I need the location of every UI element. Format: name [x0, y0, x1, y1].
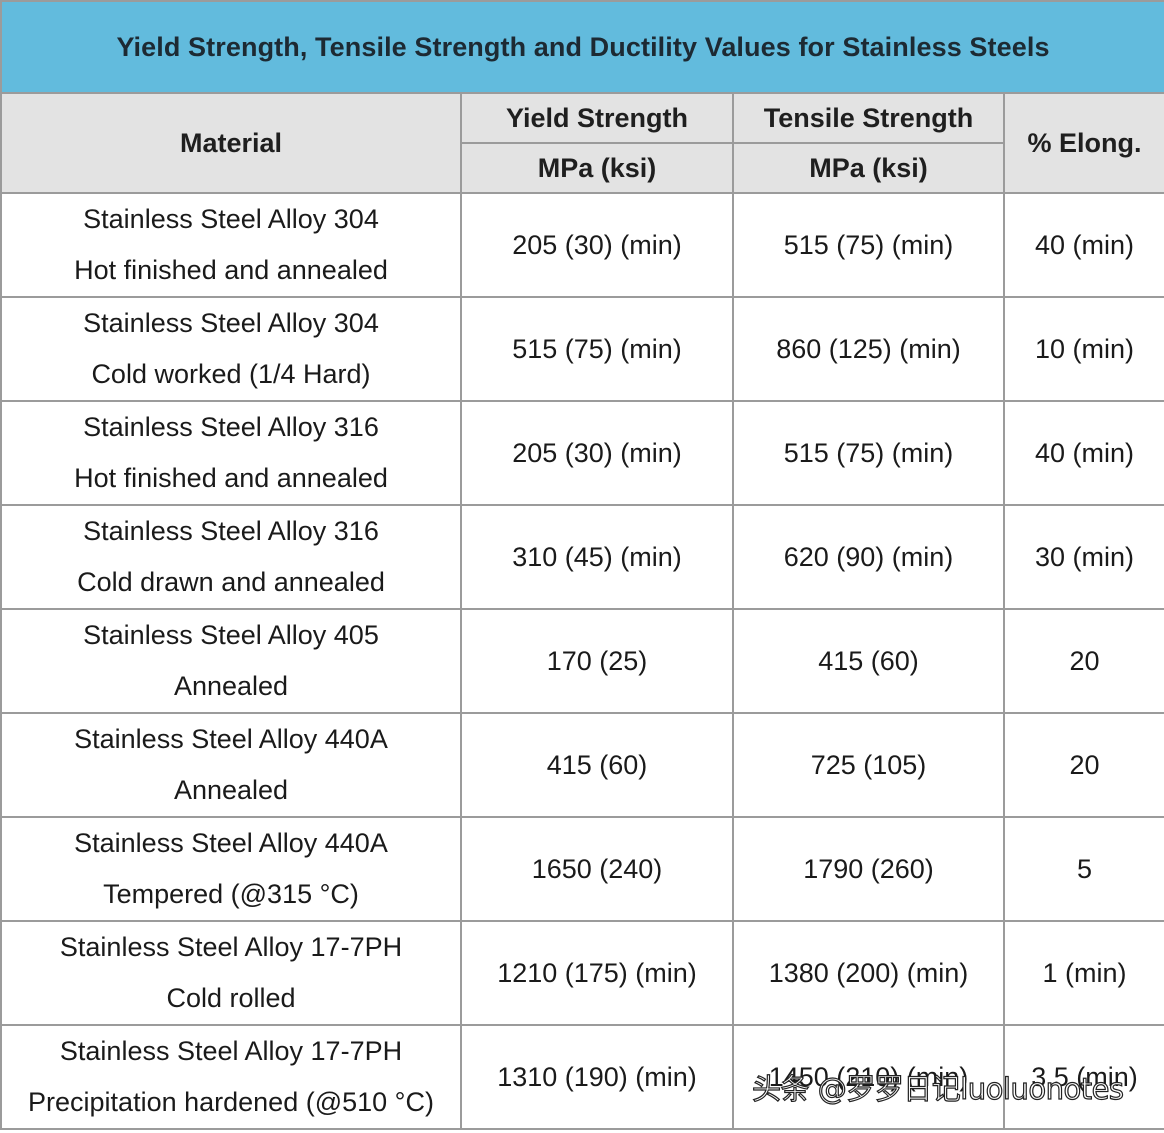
tensile-cell: 515 (75) (min) [732, 192, 1005, 298]
yield-cell: 205 (30) (min) [460, 192, 734, 298]
table-row: Stainless Steel Alloy 440A Annealed 415 (… [0, 712, 1164, 818]
material-name: Stainless Steel Alloy 17-7PH [59, 1036, 403, 1066]
material-condition: Annealed [173, 775, 289, 805]
tensile-cell: 725 (105) [732, 712, 1005, 818]
material-name: Stainless Steel Alloy 304 [83, 308, 379, 338]
table-row: Stainless Steel Alloy 17-7PH Cold rolled … [0, 920, 1164, 1026]
material-cell: Stainless Steel Alloy 405 Annealed [0, 608, 462, 714]
table-row: Stainless Steel Alloy 405 Annealed 170 (2… [0, 608, 1164, 714]
yield-cell: 515 (75) (min) [460, 296, 734, 402]
elong-cell: 30 (min) [1003, 504, 1164, 610]
tensile-cell: 415 (60) [732, 608, 1005, 714]
material-name: Stainless Steel Alloy 17-7PH [59, 932, 403, 962]
tensile-cell: 620 (90) (min) [732, 504, 1005, 610]
yield-cell: 1310 (190) (min) [460, 1024, 734, 1130]
table-title: Yield Strength, Tensile Strength and Duc… [0, 0, 1164, 94]
material-condition: Hot finished and annealed [74, 255, 388, 285]
table-row: Stainless Steel Alloy 17-7PH Precipitatio… [0, 1024, 1164, 1130]
table-row: Stainless Steel Alloy 304 Cold worked (1/… [0, 296, 1164, 402]
table-row: Stainless Steel Alloy 440A Tempered (@315… [0, 816, 1164, 922]
material-condition: Cold rolled [166, 983, 296, 1013]
tensile-cell: 515 (75) (min) [732, 400, 1005, 506]
header-tensile-unit: MPa (ksi) [732, 142, 1005, 194]
material-cell: Stainless Steel Alloy 17-7PH Precipitatio… [0, 1024, 462, 1130]
material-cell: Stainless Steel Alloy 440A Annealed [0, 712, 462, 818]
elong-cell: 40 (min) [1003, 192, 1164, 298]
material-name: Stainless Steel Alloy 304 [83, 204, 379, 234]
material-name: Stainless Steel Alloy 440A [74, 828, 388, 858]
tensile-cell: 860 (125) (min) [732, 296, 1005, 402]
material-name: Stainless Steel Alloy 316 [83, 516, 379, 546]
material-condition: Tempered (@315 °C) [103, 879, 359, 909]
tensile-cell: 1380 (200) (min) [732, 920, 1005, 1026]
elong-cell: 10 (min) [1003, 296, 1164, 402]
header-tensile-strength: Tensile Strength [732, 92, 1005, 144]
material-cell: Stainless Steel Alloy 304 Hot finished an… [0, 192, 462, 298]
yield-cell: 205 (30) (min) [460, 400, 734, 506]
elong-cell: 20 [1003, 608, 1164, 714]
elong-cell: 1 (min) [1003, 920, 1164, 1026]
material-cell: Stainless Steel Alloy 440A Tempered (@315… [0, 816, 462, 922]
material-cell: Stainless Steel Alloy 316 Hot finished an… [0, 400, 462, 506]
header-yield-strength: Yield Strength [460, 92, 734, 144]
material-cell: Stainless Steel Alloy 17-7PH Cold rolled [0, 920, 462, 1026]
material-condition: Hot finished and annealed [74, 463, 388, 493]
material-condition: Precipitation hardened (@510 °C) [28, 1087, 434, 1117]
elong-cell: 3.5 (min) [1003, 1024, 1164, 1130]
material-cell: Stainless Steel Alloy 304 Cold worked (1/… [0, 296, 462, 402]
material-name: Stainless Steel Alloy 405 [83, 620, 379, 650]
elong-cell: 20 [1003, 712, 1164, 818]
yield-cell: 1650 (240) [460, 816, 734, 922]
header-elongation: % Elong. [1003, 92, 1164, 194]
tensile-cell: 1450 (210) (min) [732, 1024, 1005, 1130]
material-name: Stainless Steel Alloy 440A [74, 724, 388, 754]
table-row: Stainless Steel Alloy 316 Hot finished an… [0, 400, 1164, 506]
yield-cell: 415 (60) [460, 712, 734, 818]
watermark-text: 头条 @罗罗日记luoluonotes [751, 1071, 1124, 1106]
header-material: Material [0, 92, 462, 194]
material-cell: Stainless Steel Alloy 316 Cold drawn and … [0, 504, 462, 610]
header-yield-unit: MPa (ksi) [460, 142, 734, 194]
table-row: Stainless Steel Alloy 316 Cold drawn and … [0, 504, 1164, 610]
yield-cell: 310 (45) (min) [460, 504, 734, 610]
yield-cell: 170 (25) [460, 608, 734, 714]
tensile-cell: 1790 (260) [732, 816, 1005, 922]
elong-cell: 5 [1003, 816, 1164, 922]
material-name: Stainless Steel Alloy 316 [83, 412, 379, 442]
elong-cell: 40 (min) [1003, 400, 1164, 506]
material-condition: Cold drawn and annealed [77, 567, 385, 597]
material-condition: Annealed [173, 671, 289, 701]
material-condition: Cold worked (1/4 Hard) [91, 359, 371, 389]
table-row: Stainless Steel Alloy 304 Hot finished an… [0, 192, 1164, 298]
yield-cell: 1210 (175) (min) [460, 920, 734, 1026]
